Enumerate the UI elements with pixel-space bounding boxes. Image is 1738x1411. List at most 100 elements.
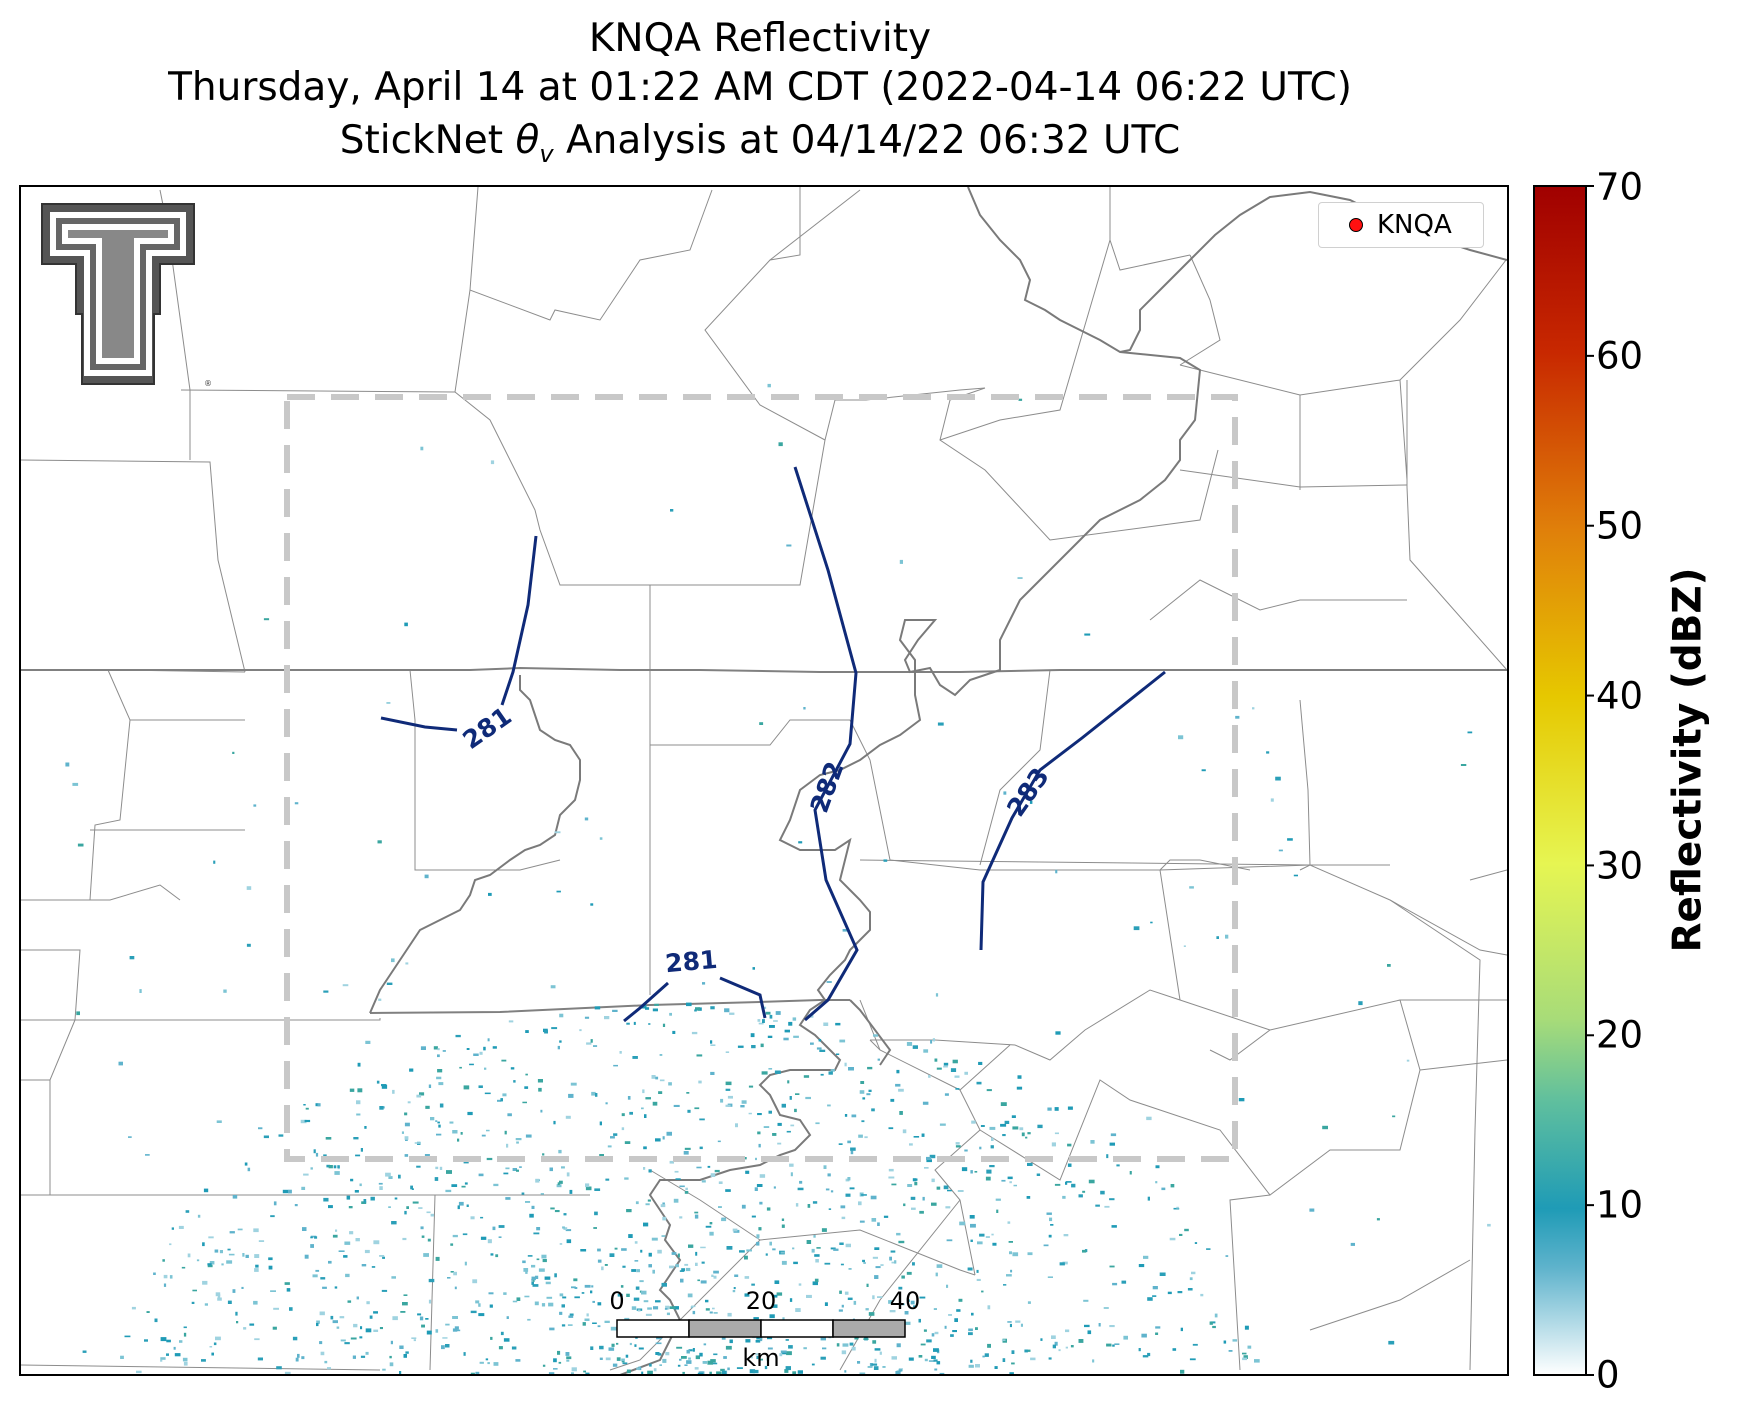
reflectivity-speckle: [328, 1205, 333, 1209]
reflectivity-speckle: [65, 762, 70, 767]
reflectivity-speckle: [744, 1293, 750, 1297]
reflectivity-speckle: [891, 1183, 897, 1186]
reflectivity-speckle: [610, 1136, 615, 1139]
reflectivity-speckle: [402, 1237, 407, 1241]
reflectivity-speckle: [388, 1176, 393, 1179]
reflectivity-speckle: [492, 1046, 497, 1049]
reflectivity-speckle: [716, 1371, 722, 1374]
reflectivity-speckle: [841, 1350, 847, 1355]
reflectivity-speckle: [592, 1322, 597, 1324]
reflectivity-speckle: [721, 1218, 727, 1222]
reflectivity-speckle: [686, 1002, 692, 1007]
reflectivity-speckle: [1007, 1176, 1013, 1180]
reflectivity-speckle: [472, 1279, 478, 1284]
reflectivity-speckle: [484, 1092, 491, 1095]
reflectivity-speckle: [756, 1234, 760, 1238]
reflectivity-speckle: [1055, 1031, 1061, 1035]
reflectivity-speckle: [744, 1255, 748, 1260]
reflectivity-speckle: [1133, 926, 1140, 931]
reflectivity-speckle: [725, 1081, 732, 1086]
reflectivity-speckle: [247, 1167, 251, 1172]
reflectivity-speckle: [684, 1364, 688, 1366]
reflectivity-speckle: [803, 1075, 810, 1078]
reflectivity-speckle: [1054, 1132, 1059, 1135]
reflectivity-speckle: [711, 1362, 718, 1365]
reflectivity-speckle: [173, 1346, 176, 1350]
reflectivity-speckle: [786, 1351, 792, 1356]
reflectivity-speckle: [725, 1051, 730, 1053]
reflectivity-speckle: [1051, 1335, 1056, 1339]
reflectivity-speckle: [1050, 1224, 1054, 1226]
reflectivity-speckle: [718, 1206, 722, 1208]
reflectivity-speckle: [597, 1325, 601, 1328]
reflectivity-speckle: [806, 1240, 812, 1244]
reflectivity-speckle: [1123, 1335, 1128, 1340]
reflectivity-speckle: [641, 1371, 644, 1374]
reflectivity-speckle: [519, 1166, 522, 1168]
reflectivity-speckle: [720, 1098, 724, 1103]
reflectivity-speckle: [756, 1184, 763, 1187]
reflectivity-speckle: [616, 1342, 619, 1345]
reflectivity-speckle: [486, 1129, 490, 1132]
reflectivity-speckle: [1067, 1163, 1072, 1167]
reflectivity-speckle: [487, 1239, 492, 1244]
reflectivity-speckle: [1147, 1297, 1153, 1301]
reflectivity-speckle: [525, 1271, 528, 1274]
reflectivity-speckle: [370, 1196, 375, 1201]
reflectivity-speckle: [529, 1213, 534, 1218]
reflectivity-speckle: [772, 1133, 777, 1136]
reflectivity-speckle: [174, 1353, 181, 1357]
reflectivity-speckle: [795, 1203, 799, 1207]
reflectivity-speckle: [447, 1277, 451, 1279]
reflectivity-speckle: [583, 1370, 586, 1373]
reflectivity-speckle: [450, 1243, 454, 1246]
reflectivity-speckle: [811, 1363, 815, 1366]
reflectivity-speckle: [695, 1251, 698, 1256]
reflectivity-speckle: [1183, 945, 1186, 947]
reflectivity-speckle: [579, 1029, 582, 1032]
reflectivity-speckle: [347, 1300, 352, 1303]
reflectivity-speckle: [388, 1206, 391, 1208]
reflectivity-speckle: [498, 1346, 503, 1350]
reflectivity-speckle: [816, 1047, 822, 1050]
reflectivity-speckle: [591, 1285, 594, 1288]
reflectivity-speckle: [695, 1262, 698, 1266]
reflectivity-speckle: [365, 1328, 372, 1333]
reflectivity-speckle: [631, 1306, 637, 1310]
reflectivity-speckle: [357, 1062, 361, 1067]
reflectivity-speckle: [851, 1114, 857, 1118]
reflectivity-speckle: [1111, 1225, 1117, 1228]
reflectivity-speckle: [1027, 1162, 1033, 1166]
reflectivity-speckle: [1008, 1241, 1013, 1243]
reflectivity-speckle: [488, 1292, 494, 1295]
reflectivity-speckle: [666, 1131, 672, 1136]
reflectivity-speckle: [557, 1350, 561, 1355]
contour-281-north-west: [380, 716, 458, 732]
reflectivity-speckle: [914, 1181, 918, 1186]
reflectivity-speckle: [1065, 1181, 1072, 1183]
reflectivity-speckle: [898, 1088, 904, 1092]
reflectivity-speckle: [1071, 1183, 1076, 1188]
reflectivity-speckle: [860, 1081, 865, 1084]
reflectivity-speckle: [451, 1184, 458, 1187]
reflectivity-speckle: [989, 1126, 996, 1130]
reflectivity-speckle: [1090, 1140, 1095, 1144]
reflectivity-speckle: [537, 1079, 543, 1083]
reflectivity-speckle: [391, 1221, 397, 1225]
reflectivity-speckle: [1392, 1115, 1396, 1118]
reflectivity-speckle: [1002, 1134, 1006, 1137]
reflectivity-speckle: [369, 1315, 373, 1319]
reflectivity-speckle: [750, 1356, 753, 1359]
reflectivity-speckle: [1011, 1115, 1016, 1118]
reflectivity-speckle: [815, 1122, 820, 1125]
reflectivity-speckle: [772, 1248, 776, 1251]
reflectivity-speckle: [713, 1353, 718, 1356]
reflectivity-speckle: [759, 1337, 763, 1342]
reflectivity-speckle: [1092, 1359, 1095, 1363]
reflectivity-speckle: [215, 1336, 221, 1341]
reflectivity-speckle: [815, 1259, 819, 1263]
reflectivity-speckle: [584, 1318, 590, 1321]
reflectivity-speckle: [691, 1305, 696, 1308]
reflectivity-speckle: [1172, 1348, 1177, 1351]
reflectivity-speckle: [697, 1372, 704, 1374]
